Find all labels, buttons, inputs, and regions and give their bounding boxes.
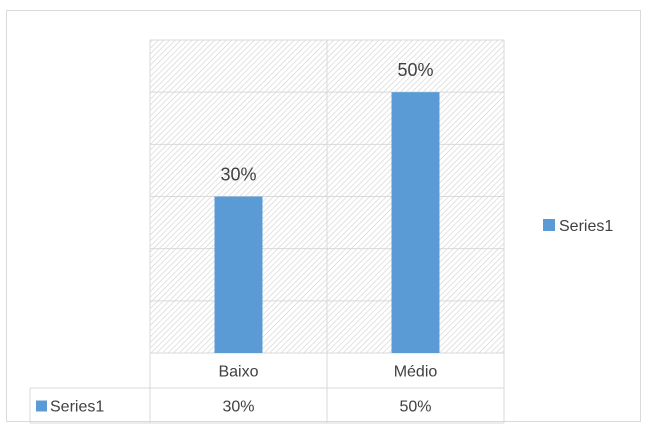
- x-tick-label: Médio: [394, 364, 438, 381]
- legend-key: [543, 219, 555, 231]
- data-table: Baixo 30% Médio 50% Series1: [29, 364, 504, 424]
- legend-label: Series1: [559, 218, 613, 235]
- data-label: 50%: [397, 60, 433, 80]
- bar-baixo: [214, 196, 263, 353]
- bar-médio: [391, 92, 440, 354]
- data-labels: 30% 50%: [220, 60, 433, 184]
- table-value: 30%: [222, 399, 254, 416]
- legend: Series1: [543, 218, 613, 235]
- gridlines: [149, 39, 505, 423]
- bars: [214, 92, 440, 354]
- table-value: 50%: [399, 399, 431, 416]
- table-series-label: Series1: [50, 399, 104, 416]
- x-tick-label: Baixo: [218, 364, 258, 381]
- table-legend-key: [36, 400, 47, 412]
- data-label: 30%: [220, 165, 256, 185]
